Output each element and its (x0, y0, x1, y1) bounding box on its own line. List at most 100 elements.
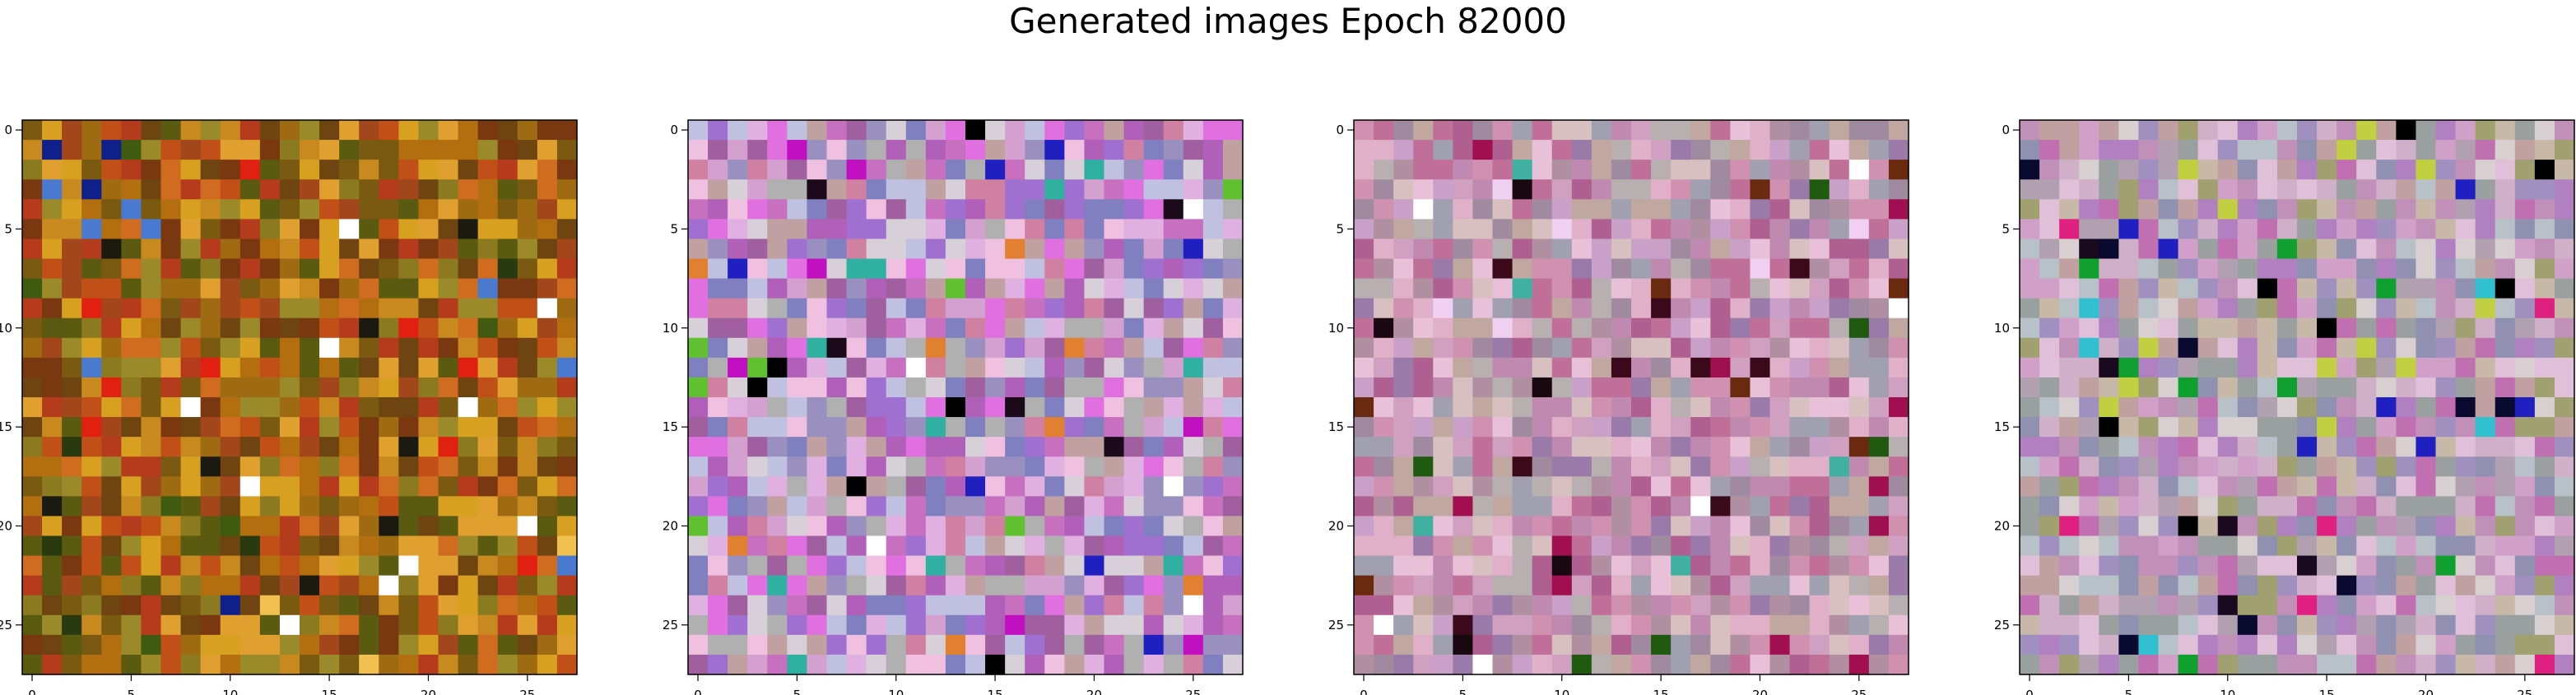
pixel-cell (2554, 555, 2575, 577)
pixel-cell (846, 634, 867, 656)
pixel-cell (62, 476, 82, 497)
pixel-cell (2276, 397, 2298, 418)
pixel-cell (1202, 535, 1224, 557)
pixel-cell (2158, 417, 2179, 438)
pixel-cell (965, 476, 986, 497)
pixel-cell (1374, 120, 1394, 141)
pixel-cell (1848, 179, 1870, 200)
pixel-cell (2475, 614, 2496, 636)
pixel-cell (826, 258, 848, 280)
pixel-cell (747, 456, 768, 477)
pixel-cell (2416, 476, 2437, 497)
pixel-cell (2376, 239, 2397, 260)
pixel-cell (141, 476, 162, 497)
pixel-cell (1571, 496, 1593, 517)
pixel-cell (1202, 219, 1224, 240)
pixel-cell (239, 516, 261, 537)
pixel-cell (985, 535, 1006, 557)
pixel-cell (1651, 219, 1672, 240)
pixel-cell (1690, 397, 1711, 418)
pixel-cell (2317, 555, 2337, 577)
pixel-cell (1202, 377, 1224, 398)
pixel-cell (180, 317, 202, 339)
pixel-cell (477, 555, 499, 577)
pixel-cell (1472, 575, 1494, 596)
pixel-cell (2079, 575, 2099, 596)
pixel-cell (925, 278, 946, 299)
pixel-cell (965, 634, 986, 656)
pixel-cell (339, 516, 360, 537)
pixel-cell (1750, 614, 1771, 636)
pixel-cell (2020, 575, 2040, 596)
pixel-cell (2020, 535, 2040, 557)
pixel-cell (220, 496, 241, 517)
pixel-cell (121, 397, 142, 418)
pixel-cell (985, 199, 1006, 220)
pixel-cell (985, 595, 1006, 616)
pixel-cell (438, 258, 459, 280)
pixel-cell (339, 614, 360, 636)
pixel-cell (2396, 140, 2417, 160)
pixel-cell (2178, 337, 2199, 359)
pixel-cell (180, 120, 202, 141)
pixel-cell (1222, 239, 1244, 260)
pixel-cell (1433, 219, 1453, 240)
pixel-cell (846, 120, 867, 141)
pixel-cell (1354, 337, 1374, 359)
pixel-cell (1750, 278, 1771, 299)
pixel-cell (1848, 456, 1870, 477)
pixel-cell (300, 357, 320, 378)
pixel-cell (121, 199, 142, 220)
pixel-cell (1512, 437, 1533, 457)
pixel-cell (1868, 337, 1890, 359)
pixel-cell (2337, 140, 2357, 160)
pixel-cell (259, 555, 281, 577)
y-tick-label: 10 (663, 321, 678, 336)
pixel-cell (767, 199, 788, 220)
pixel-cell (807, 456, 828, 477)
pixel-cell (1730, 337, 1751, 359)
pixel-cell (1084, 140, 1105, 160)
pixel-cell (220, 614, 241, 636)
pixel-cell (1571, 456, 1593, 477)
pixel-cell (2276, 614, 2298, 636)
pixel-cell (2138, 614, 2160, 636)
pixel-cell (1492, 377, 1514, 398)
pixel-cell (1084, 535, 1105, 557)
pixel-cell (1829, 337, 1850, 359)
pixel-cell (1551, 239, 1573, 260)
pixel-cell (2475, 456, 2496, 477)
pixel-cell (1532, 258, 1553, 280)
pixel-cell (1809, 120, 1830, 141)
pixel-cell (1064, 535, 1086, 557)
pixel-cell (1472, 456, 1494, 477)
pixel-cell (1064, 575, 1086, 596)
pixel-cell (2376, 437, 2397, 457)
pixel-cell (2514, 654, 2536, 675)
pixel-cell (728, 456, 748, 477)
pixel-cell (1512, 575, 1533, 596)
pixel-cell (886, 120, 907, 141)
pixel-cell (708, 317, 728, 339)
pixel-cell (2118, 219, 2140, 240)
pixel-cell (1730, 298, 1751, 319)
pixel-cell (2514, 199, 2536, 220)
pixel-cell (985, 317, 1006, 339)
pixel-cell (2337, 654, 2357, 675)
pixel-cell (787, 575, 808, 596)
pixel-cell (2317, 535, 2337, 557)
pixel-cell (1611, 575, 1632, 596)
pixel-cell (2356, 535, 2377, 557)
pixel-cell (807, 437, 828, 457)
pixel-cell (438, 239, 459, 260)
pixel-cell (141, 654, 162, 675)
pixel-cell (300, 298, 320, 319)
pixel-cell (846, 397, 867, 418)
pixel-cell (1710, 160, 1731, 180)
pixel-cell (379, 278, 399, 299)
pixel-cell (1064, 278, 1086, 299)
pixel-cell (1848, 417, 1870, 438)
pixel-cell (1123, 120, 1145, 141)
pixel-cell (1183, 555, 1204, 577)
pixel-cell (2099, 120, 2119, 141)
